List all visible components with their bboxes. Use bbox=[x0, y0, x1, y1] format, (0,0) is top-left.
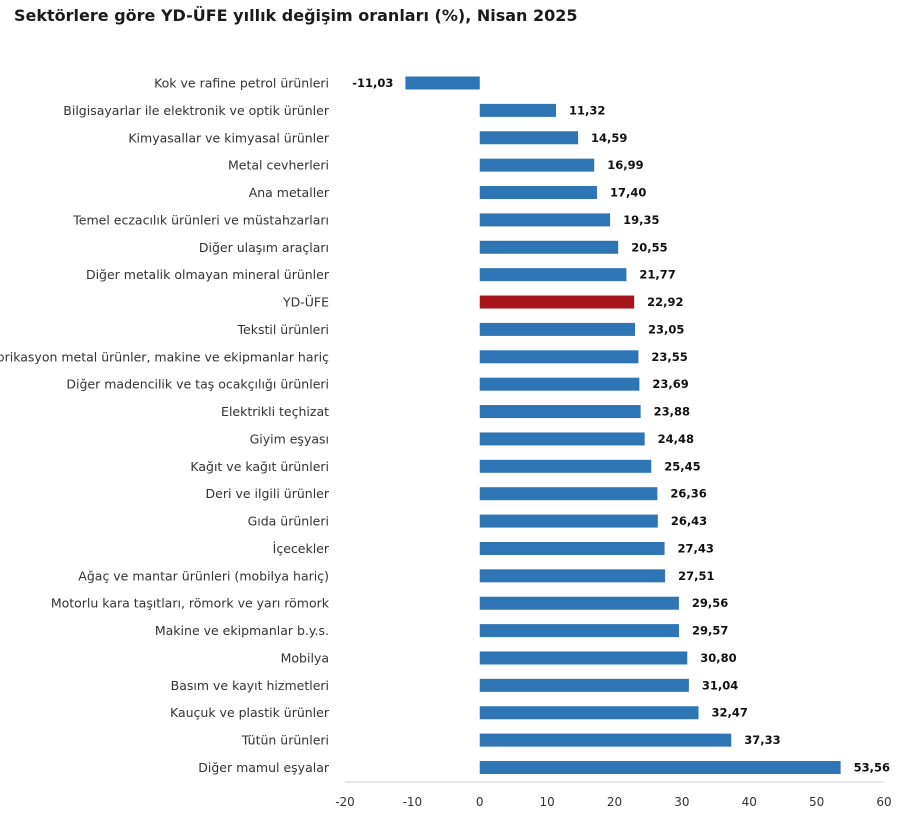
data-label: 25,45 bbox=[664, 459, 700, 473]
x-tick-label: 50 bbox=[809, 795, 824, 809]
data-label: 26,43 bbox=[671, 514, 707, 528]
category-label: Tekstil ürünleri bbox=[237, 322, 329, 337]
data-label: 11,32 bbox=[569, 103, 605, 117]
data-label: 32,47 bbox=[712, 706, 748, 720]
data-label: 14,59 bbox=[591, 131, 627, 145]
data-label: 23,05 bbox=[648, 322, 684, 336]
category-label: YD-ÜFE bbox=[282, 294, 329, 310]
category-label: Tütün ürünleri bbox=[241, 733, 329, 748]
bar bbox=[479, 186, 597, 200]
category-label: Kauçuk ve plastik ürünler bbox=[170, 705, 330, 720]
category-label: Ana metaller bbox=[249, 185, 330, 200]
bar bbox=[479, 240, 619, 254]
x-tick-label: 60 bbox=[876, 795, 891, 809]
x-tick-label: -20 bbox=[335, 795, 355, 809]
category-label: Diğer ulaşım araçları bbox=[199, 240, 329, 255]
data-label: 23,88 bbox=[654, 405, 690, 419]
data-label: 23,55 bbox=[651, 350, 687, 364]
category-label: Mobilya bbox=[281, 650, 329, 665]
data-label: 22,92 bbox=[647, 295, 683, 309]
bar bbox=[479, 596, 679, 610]
bar bbox=[479, 569, 666, 583]
x-tick-label: 0 bbox=[476, 795, 484, 809]
category-label: Kok ve rafine petrol ürünleri bbox=[154, 76, 329, 91]
category-label: Giyim eşyası bbox=[250, 431, 329, 446]
category-label: Motorlu kara taşıtları, römork ve yarı r… bbox=[51, 596, 330, 611]
bar bbox=[479, 733, 732, 747]
category-label: Temel eczacılık ürünleri ve müstahzarlar… bbox=[72, 212, 329, 227]
bar bbox=[479, 624, 679, 638]
data-label: 53,56 bbox=[854, 761, 890, 775]
bar bbox=[479, 459, 652, 473]
data-label: 37,33 bbox=[744, 733, 780, 747]
data-label: -11,03 bbox=[352, 76, 393, 90]
category-label: Ağaç ve mantar ürünleri (mobilya hariç) bbox=[78, 568, 329, 583]
data-label: 29,57 bbox=[692, 624, 728, 638]
category-label: Makine ve ekipmanlar b.y.s. bbox=[155, 623, 329, 638]
bar bbox=[479, 432, 645, 446]
data-label: 23,69 bbox=[652, 377, 688, 391]
category-label: Fabrikasyon metal ürünler, makine ve eki… bbox=[0, 349, 329, 364]
category-label: Kağıt ve kağıt ürünleri bbox=[190, 459, 329, 474]
bar bbox=[479, 487, 658, 501]
data-label: 27,43 bbox=[678, 541, 714, 555]
data-label: 21,77 bbox=[639, 268, 675, 282]
x-tick-label: 10 bbox=[539, 795, 554, 809]
bar bbox=[479, 651, 688, 665]
data-label: 30,80 bbox=[700, 651, 736, 665]
chart-title: Sektörlere göre YD-ÜFE yıllık değişim or… bbox=[14, 6, 578, 25]
bar bbox=[479, 268, 627, 282]
x-tick-label: -10 bbox=[403, 795, 423, 809]
category-label: Diğer metalik olmayan mineral ürünler bbox=[86, 267, 330, 282]
data-label: 27,51 bbox=[678, 569, 714, 583]
data-label: 16,99 bbox=[607, 158, 643, 172]
bar bbox=[479, 213, 611, 227]
category-label: Diğer madencilik ve taş ocakçılığı ürünl… bbox=[66, 377, 329, 392]
bar bbox=[479, 103, 557, 117]
category-label: Deri ve ilgili ürünler bbox=[206, 486, 330, 501]
data-label: 26,36 bbox=[670, 487, 706, 501]
bar bbox=[479, 514, 658, 528]
data-label: 17,40 bbox=[610, 186, 646, 200]
bar bbox=[479, 350, 639, 364]
bar bbox=[479, 541, 665, 555]
category-label: İçecekler bbox=[273, 541, 330, 556]
data-label: 24,48 bbox=[658, 432, 694, 446]
category-label: Basım ve kayıt hizmetleri bbox=[171, 678, 329, 693]
bar-highlight bbox=[479, 295, 635, 309]
bar bbox=[479, 405, 641, 419]
bar bbox=[479, 322, 636, 336]
data-label: 31,04 bbox=[702, 678, 738, 692]
x-tick-label: 30 bbox=[674, 795, 689, 809]
category-label: Kimyasallar ve kimyasal ürünler bbox=[128, 130, 329, 145]
x-tick-label: 40 bbox=[742, 795, 757, 809]
data-label: 19,35 bbox=[623, 213, 659, 227]
data-label: 29,56 bbox=[692, 596, 728, 610]
category-label: Metal cevherleri bbox=[228, 158, 329, 173]
bar bbox=[479, 678, 689, 692]
bar bbox=[479, 377, 640, 391]
bar bbox=[479, 131, 579, 145]
bar bbox=[479, 706, 699, 720]
bar bbox=[479, 761, 841, 774]
data-label: 20,55 bbox=[631, 240, 667, 254]
x-tick-label: 20 bbox=[607, 795, 622, 809]
category-label: Diğer mamul eşyalar bbox=[198, 760, 330, 775]
bar bbox=[405, 76, 480, 90]
category-label: Gıda ürünleri bbox=[248, 514, 329, 529]
category-label: Bilgisayarlar ile elektronik ve optik ür… bbox=[63, 103, 330, 118]
category-label: Elektrikli teçhizat bbox=[221, 404, 329, 419]
bar bbox=[479, 158, 595, 172]
